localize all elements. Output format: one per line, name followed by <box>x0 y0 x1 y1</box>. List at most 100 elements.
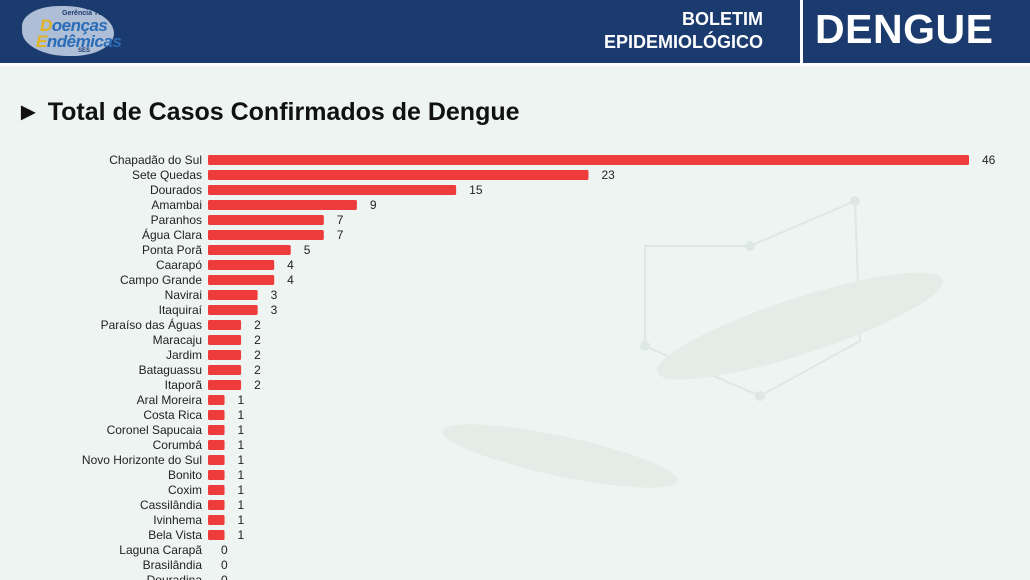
bar <box>208 395 225 405</box>
category-label: Paranhos <box>151 213 202 227</box>
category-label: Novo Horizonte do Sul <box>82 453 202 467</box>
logo-line-1-initial: D <box>40 16 52 35</box>
value-label: 1 <box>238 513 245 527</box>
category-label: Itaporã <box>165 378 203 392</box>
background-decoration <box>442 196 943 488</box>
category-label: Água Clara <box>142 227 202 242</box>
category-label: Paraíso das Águas <box>101 317 202 332</box>
bar <box>208 275 275 285</box>
bar <box>208 290 258 300</box>
bar <box>208 425 225 435</box>
bar <box>208 305 258 315</box>
category-label: Campo Grande <box>120 273 202 287</box>
bar <box>208 455 225 465</box>
bar <box>208 185 457 195</box>
logo-line-2-rest: ndêmicas <box>46 32 122 51</box>
category-label: Aral Moreira <box>137 393 203 407</box>
logo-line-1: Doenças <box>40 16 108 36</box>
value-label: 46 <box>982 153 996 167</box>
value-label: 2 <box>254 318 261 332</box>
category-label: Bataguassu <box>139 363 202 377</box>
bar <box>208 470 225 480</box>
bar <box>208 155 969 165</box>
value-label: 4 <box>287 273 294 287</box>
category-label: Cassilândia <box>140 498 202 512</box>
value-label: 2 <box>254 333 261 347</box>
bar <box>208 500 225 510</box>
category-label: Corumbá <box>153 438 203 452</box>
category-label: Ivinhema <box>153 513 202 527</box>
bar <box>208 335 242 345</box>
value-label: 23 <box>602 168 616 182</box>
bar <box>208 410 225 420</box>
bar <box>208 260 275 270</box>
program-logo: Gerência Téc Doenças Endêmicas SES <box>16 4 128 58</box>
bar <box>208 440 225 450</box>
category-label: Amambai <box>151 198 202 212</box>
value-label: 1 <box>238 438 245 452</box>
bulletin-label: BOLETIM EPIDEMIOLÓGICO <box>604 8 763 54</box>
logo-line-1-rest: oenças <box>51 16 108 35</box>
category-label: Itaquiraí <box>159 303 203 317</box>
logo-line-2: Endêmicas <box>36 32 122 52</box>
value-label: 1 <box>238 528 245 542</box>
value-label: 2 <box>254 348 261 362</box>
category-label: Jardim <box>166 348 202 362</box>
value-label: 15 <box>469 183 483 197</box>
bar <box>208 515 225 525</box>
value-label: 1 <box>238 423 245 437</box>
header-divider <box>0 63 1030 66</box>
logo-ses-text: SES <box>78 48 91 54</box>
logo-small-text: Gerência Téc <box>62 10 106 17</box>
state-map-shape <box>22 6 114 56</box>
bar <box>208 485 225 495</box>
value-label: 2 <box>254 378 261 392</box>
value-label: 7 <box>337 228 344 242</box>
bar <box>208 215 324 225</box>
bulletin-line-1: BOLETIM <box>682 9 763 29</box>
bar <box>208 530 225 540</box>
value-label: 1 <box>238 453 245 467</box>
category-label: Bonito <box>168 468 202 482</box>
category-label: Dourados <box>150 183 202 197</box>
value-label: 0 <box>221 543 228 557</box>
category-label: Ponta Porã <box>142 243 202 257</box>
category-label: Bela Vista <box>148 528 202 542</box>
bar <box>208 230 324 240</box>
bulletin-line-2: EPIDEMIOLÓGICO <box>603 32 763 52</box>
category-label: Maracaju <box>153 333 202 347</box>
category-label: Coronel Sapucaia <box>107 423 203 437</box>
bar <box>208 380 242 390</box>
value-label: 1 <box>238 408 245 422</box>
category-label: Costa Rica <box>143 408 202 422</box>
value-label: 1 <box>238 498 245 512</box>
logo-line-2-initial: E <box>36 32 47 51</box>
value-label: 9 <box>370 198 377 212</box>
page-title: DENGUE <box>815 6 994 52</box>
category-label: Caarapó <box>156 258 202 272</box>
bar <box>208 245 291 255</box>
bar <box>208 350 242 360</box>
dengue-title-box: DENGUE <box>800 0 1030 63</box>
value-label: 3 <box>271 288 278 302</box>
category-label: Navirai <box>165 288 202 302</box>
value-label: 0 <box>221 558 228 572</box>
bar <box>208 170 589 180</box>
category-label: Sete Quedas <box>132 168 202 182</box>
value-label: 1 <box>238 483 245 497</box>
bar <box>208 320 242 330</box>
category-label: Douradina <box>147 573 203 580</box>
category-label: Chapadão do Sul <box>109 153 202 167</box>
value-label: 5 <box>304 243 311 257</box>
value-label: 3 <box>271 303 278 317</box>
value-label: 7 <box>337 213 344 227</box>
value-label: 0 <box>221 573 228 580</box>
category-label: Coxim <box>168 483 202 497</box>
section-title: ► Total de Casos Confirmados de Dengue <box>16 98 520 126</box>
category-label: Brasilândia <box>143 558 203 572</box>
bar <box>208 365 242 375</box>
value-label: 2 <box>254 363 261 377</box>
value-label: 1 <box>238 393 245 407</box>
value-label: 4 <box>287 258 294 272</box>
